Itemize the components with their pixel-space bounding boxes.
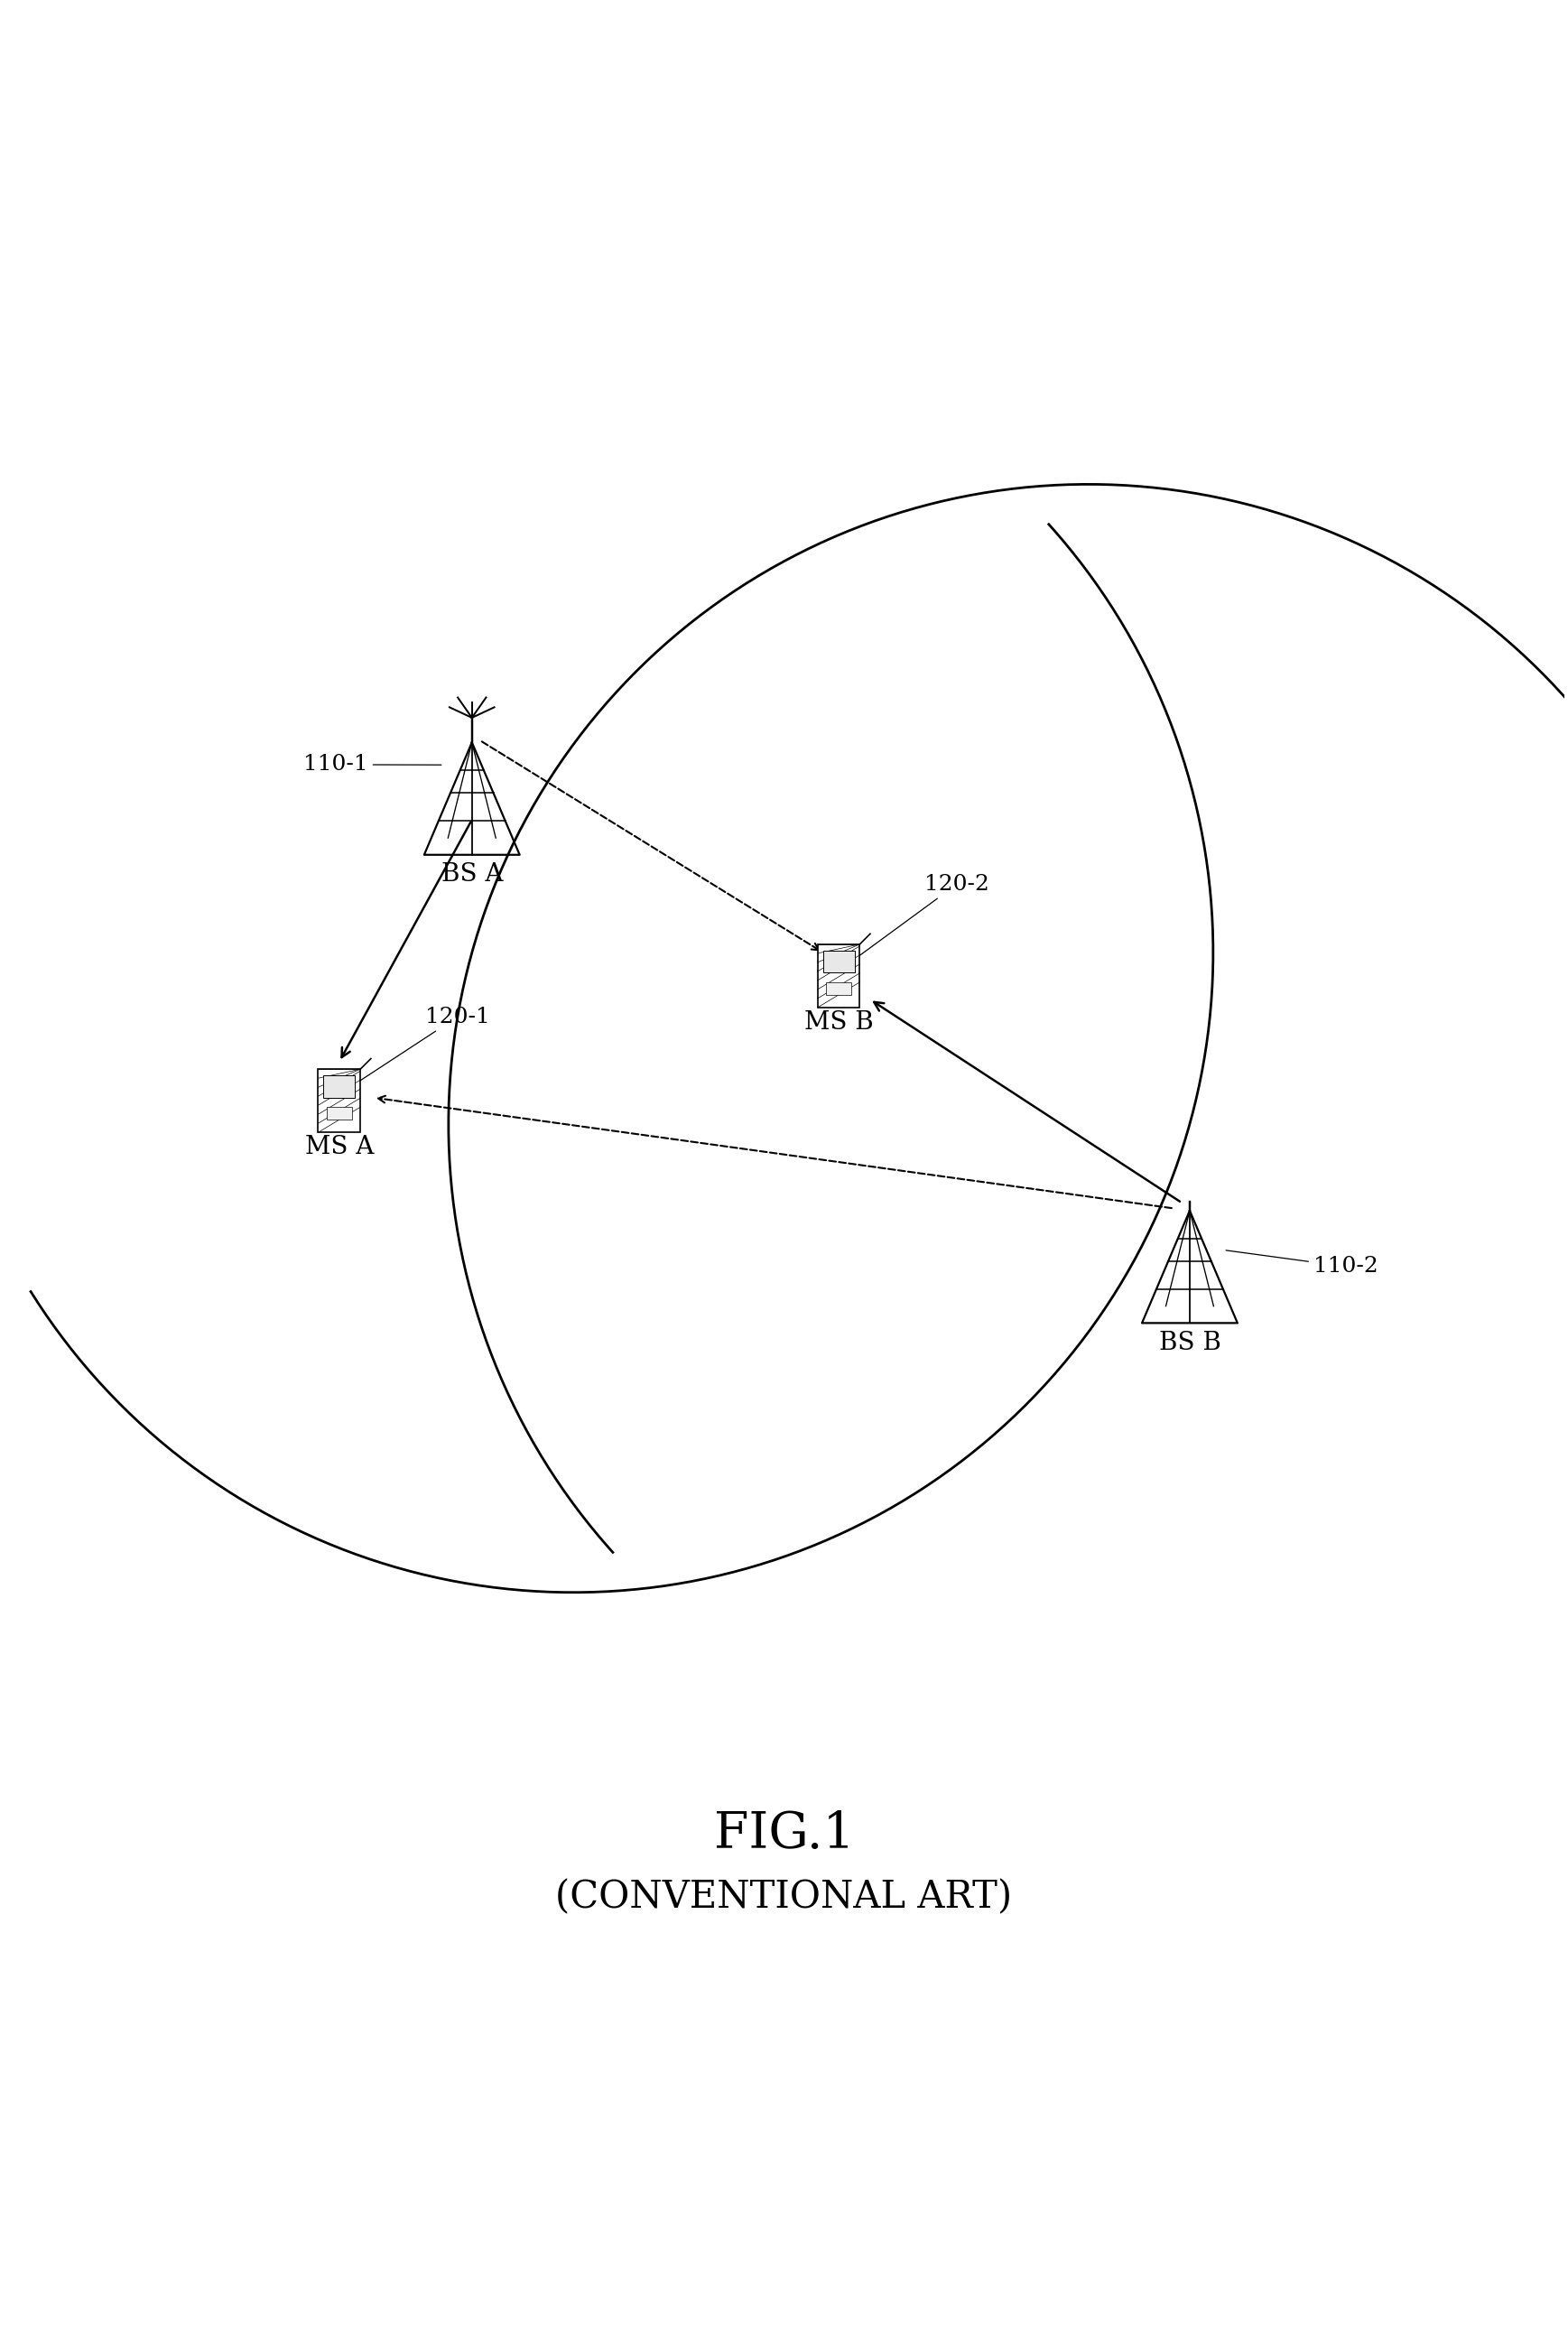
Text: 120-1: 120-1 xyxy=(361,1007,489,1080)
Text: 110-1: 110-1 xyxy=(303,754,441,775)
Text: MS B: MS B xyxy=(804,1009,873,1035)
Text: BS B: BS B xyxy=(1159,1330,1221,1356)
Text: MS A: MS A xyxy=(304,1136,373,1159)
Bar xyxy=(326,1108,351,1119)
Bar xyxy=(817,944,859,1007)
Text: 110-2: 110-2 xyxy=(1226,1251,1378,1276)
Bar xyxy=(323,1075,354,1098)
Text: (CONVENTIONAL ART): (CONVENTIONAL ART) xyxy=(555,1878,1013,1916)
Bar xyxy=(318,1070,361,1134)
Bar xyxy=(823,951,855,972)
Text: FIG.1: FIG.1 xyxy=(713,1810,855,1860)
Text: 120-2: 120-2 xyxy=(859,874,989,956)
Bar xyxy=(826,981,851,995)
Text: BS A: BS A xyxy=(441,862,503,888)
